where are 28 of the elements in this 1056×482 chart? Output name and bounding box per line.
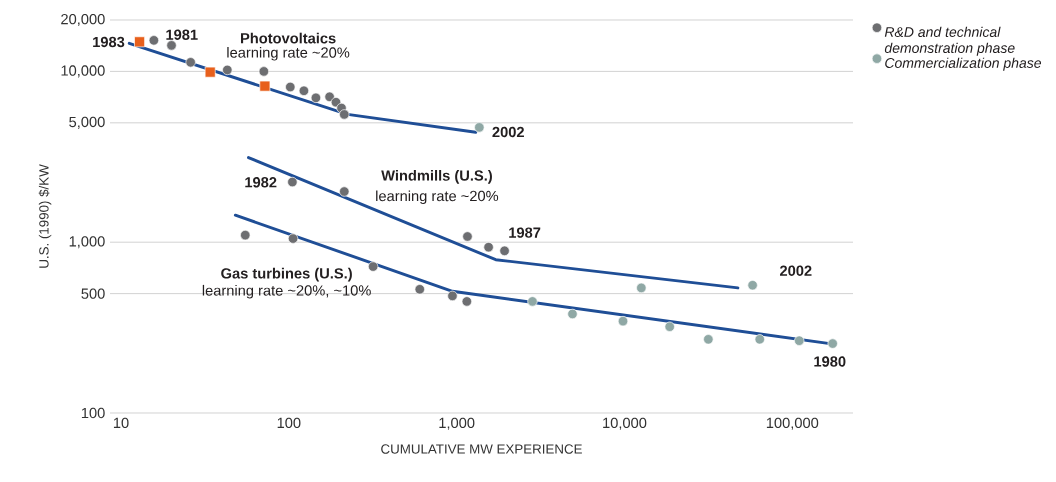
y-tick-label: 20,000 <box>61 13 105 27</box>
y-tick-label: 5,000 <box>69 116 105 129</box>
y-tick-label: 500 <box>81 288 105 299</box>
y-tick-label: 100 <box>81 407 105 419</box>
y-tick-label: 1,000 <box>69 236 105 249</box>
annotation: Windmills (U.S.) <box>381 169 492 184</box>
annotation: learning rate ~20% <box>227 46 350 61</box>
legend-label: R&D and technical demonstration phase <box>884 26 1015 56</box>
annotation: 1983 <box>93 36 125 48</box>
annotation: 2002 <box>779 265 812 276</box>
annotation: Photovoltaics <box>241 32 336 44</box>
annotation: 1980 <box>814 356 846 367</box>
annotation: Gas turbines (U.S.) <box>221 267 352 282</box>
annotation: 1981 <box>166 29 198 40</box>
annotation: learning rate ~20%, ~10% <box>202 284 371 299</box>
y-axis-title: U.S. (1990) $/KW <box>38 164 52 268</box>
x-tick-label: 10,000 <box>603 417 647 430</box>
legend-label: Commercialization phase <box>885 57 1042 71</box>
y-tick-label: 10,000 <box>61 65 105 78</box>
x-tick-label: 100,000 <box>766 417 819 430</box>
x-tick-label: 100 <box>277 417 301 429</box>
annotation: learning rate ~20% <box>376 190 499 205</box>
x-axis-title: CUMULATIVE MW EXPERIENCE <box>381 444 582 454</box>
annotation: 1987 <box>509 227 541 238</box>
x-tick-label: 1,000 <box>439 417 475 430</box>
annotation: 2002 <box>492 126 524 138</box>
x-tick-label: 10 <box>113 417 129 429</box>
annotation: 1982 <box>245 177 277 188</box>
